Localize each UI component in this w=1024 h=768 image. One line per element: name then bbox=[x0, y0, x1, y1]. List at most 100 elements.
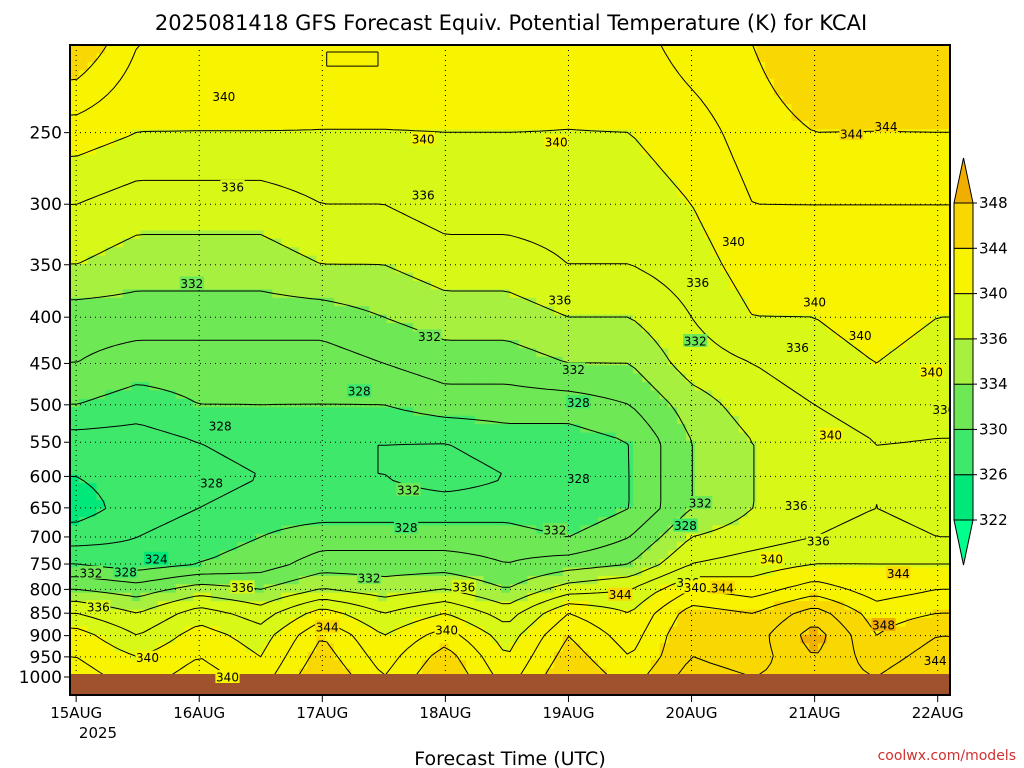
field-cell bbox=[158, 70, 168, 80]
field-cell bbox=[105, 289, 115, 299]
field-cell bbox=[307, 280, 317, 290]
field-cell bbox=[571, 221, 581, 231]
field-cell bbox=[316, 196, 326, 206]
field-cell bbox=[281, 45, 291, 55]
field-cell bbox=[78, 78, 89, 88]
field-cell bbox=[835, 382, 845, 392]
field-cell bbox=[140, 137, 150, 147]
field-cell bbox=[237, 432, 247, 442]
field-cell bbox=[193, 264, 203, 274]
field-cell bbox=[606, 247, 617, 257]
field-cell bbox=[677, 356, 687, 366]
field-cell bbox=[378, 146, 388, 156]
field-cell bbox=[334, 255, 344, 265]
field-cell bbox=[747, 398, 757, 408]
field-cell bbox=[78, 272, 89, 282]
field-cell bbox=[545, 230, 555, 240]
field-cell bbox=[166, 120, 177, 130]
field-cell bbox=[369, 331, 379, 341]
field-cell bbox=[580, 137, 590, 147]
field-cell bbox=[906, 137, 916, 147]
field-cell bbox=[448, 314, 458, 324]
field-cell bbox=[747, 61, 757, 71]
field-cell bbox=[404, 78, 414, 88]
field-cell bbox=[747, 205, 757, 215]
field-cell bbox=[184, 112, 194, 122]
field-cell bbox=[342, 162, 353, 172]
field-cell bbox=[712, 179, 722, 189]
field-cell bbox=[325, 398, 335, 408]
field-cell bbox=[844, 70, 854, 80]
field-cell bbox=[219, 53, 229, 63]
field-cell bbox=[70, 339, 80, 349]
field-cell bbox=[457, 424, 467, 434]
field-cell bbox=[686, 382, 696, 392]
field-cell bbox=[298, 188, 309, 198]
field-cell bbox=[862, 348, 872, 358]
field-cell bbox=[210, 70, 221, 80]
field-cell bbox=[826, 339, 837, 349]
field-cell bbox=[430, 407, 441, 417]
field-cell bbox=[800, 331, 810, 341]
field-cell bbox=[166, 280, 177, 290]
field-cell bbox=[219, 61, 229, 71]
field-cell bbox=[624, 205, 634, 215]
field-cell bbox=[598, 53, 608, 63]
field-cell bbox=[96, 247, 106, 257]
field-cell bbox=[774, 264, 784, 274]
field-cell bbox=[650, 306, 661, 316]
field-cell bbox=[598, 171, 608, 181]
field-cell bbox=[290, 297, 300, 307]
field-cell bbox=[386, 230, 397, 240]
field-cell bbox=[694, 230, 705, 240]
field-cell bbox=[826, 129, 837, 139]
field-cell bbox=[571, 70, 581, 80]
field-cell bbox=[888, 95, 898, 105]
field-cell bbox=[87, 230, 97, 240]
field-cell bbox=[254, 221, 265, 231]
field-cell bbox=[413, 339, 423, 349]
field-cell bbox=[791, 247, 801, 257]
field-cell bbox=[932, 432, 942, 442]
field-cell bbox=[404, 314, 414, 324]
field-cell bbox=[430, 390, 441, 400]
field-cell bbox=[712, 264, 722, 274]
field-cell bbox=[897, 61, 907, 71]
field-cell bbox=[800, 457, 810, 467]
field-cell bbox=[290, 61, 300, 71]
field-cell bbox=[571, 373, 581, 383]
field-cell bbox=[677, 162, 687, 172]
field-cell bbox=[765, 449, 775, 459]
field-cell bbox=[879, 449, 889, 459]
field-cell bbox=[518, 415, 529, 425]
field-cell bbox=[114, 87, 124, 97]
field-cell bbox=[782, 137, 793, 147]
field-cell bbox=[518, 407, 529, 417]
field-cell bbox=[686, 213, 696, 223]
field-cell bbox=[334, 129, 344, 139]
field-cell bbox=[906, 424, 916, 434]
field-cell bbox=[897, 264, 907, 274]
field-cell bbox=[439, 45, 449, 55]
field-cell bbox=[175, 348, 185, 358]
field-cell bbox=[158, 146, 168, 156]
field-cell bbox=[756, 129, 766, 139]
field-cell bbox=[122, 339, 133, 349]
field-cell bbox=[906, 154, 916, 164]
field-cell bbox=[897, 348, 907, 358]
field-cell bbox=[501, 146, 511, 156]
field-cell bbox=[800, 272, 810, 282]
field-cell bbox=[386, 331, 397, 341]
field-cell bbox=[571, 390, 581, 400]
field-cell bbox=[342, 255, 353, 265]
field-cell bbox=[360, 280, 370, 290]
field-cell bbox=[422, 171, 432, 181]
field-cell bbox=[466, 280, 476, 290]
field-cell bbox=[598, 179, 608, 189]
field-cell bbox=[774, 415, 784, 425]
field-cell bbox=[510, 112, 520, 122]
field-cell bbox=[386, 205, 397, 215]
field-cell bbox=[351, 449, 361, 459]
field-cell bbox=[474, 120, 485, 130]
field-cell bbox=[369, 449, 379, 459]
